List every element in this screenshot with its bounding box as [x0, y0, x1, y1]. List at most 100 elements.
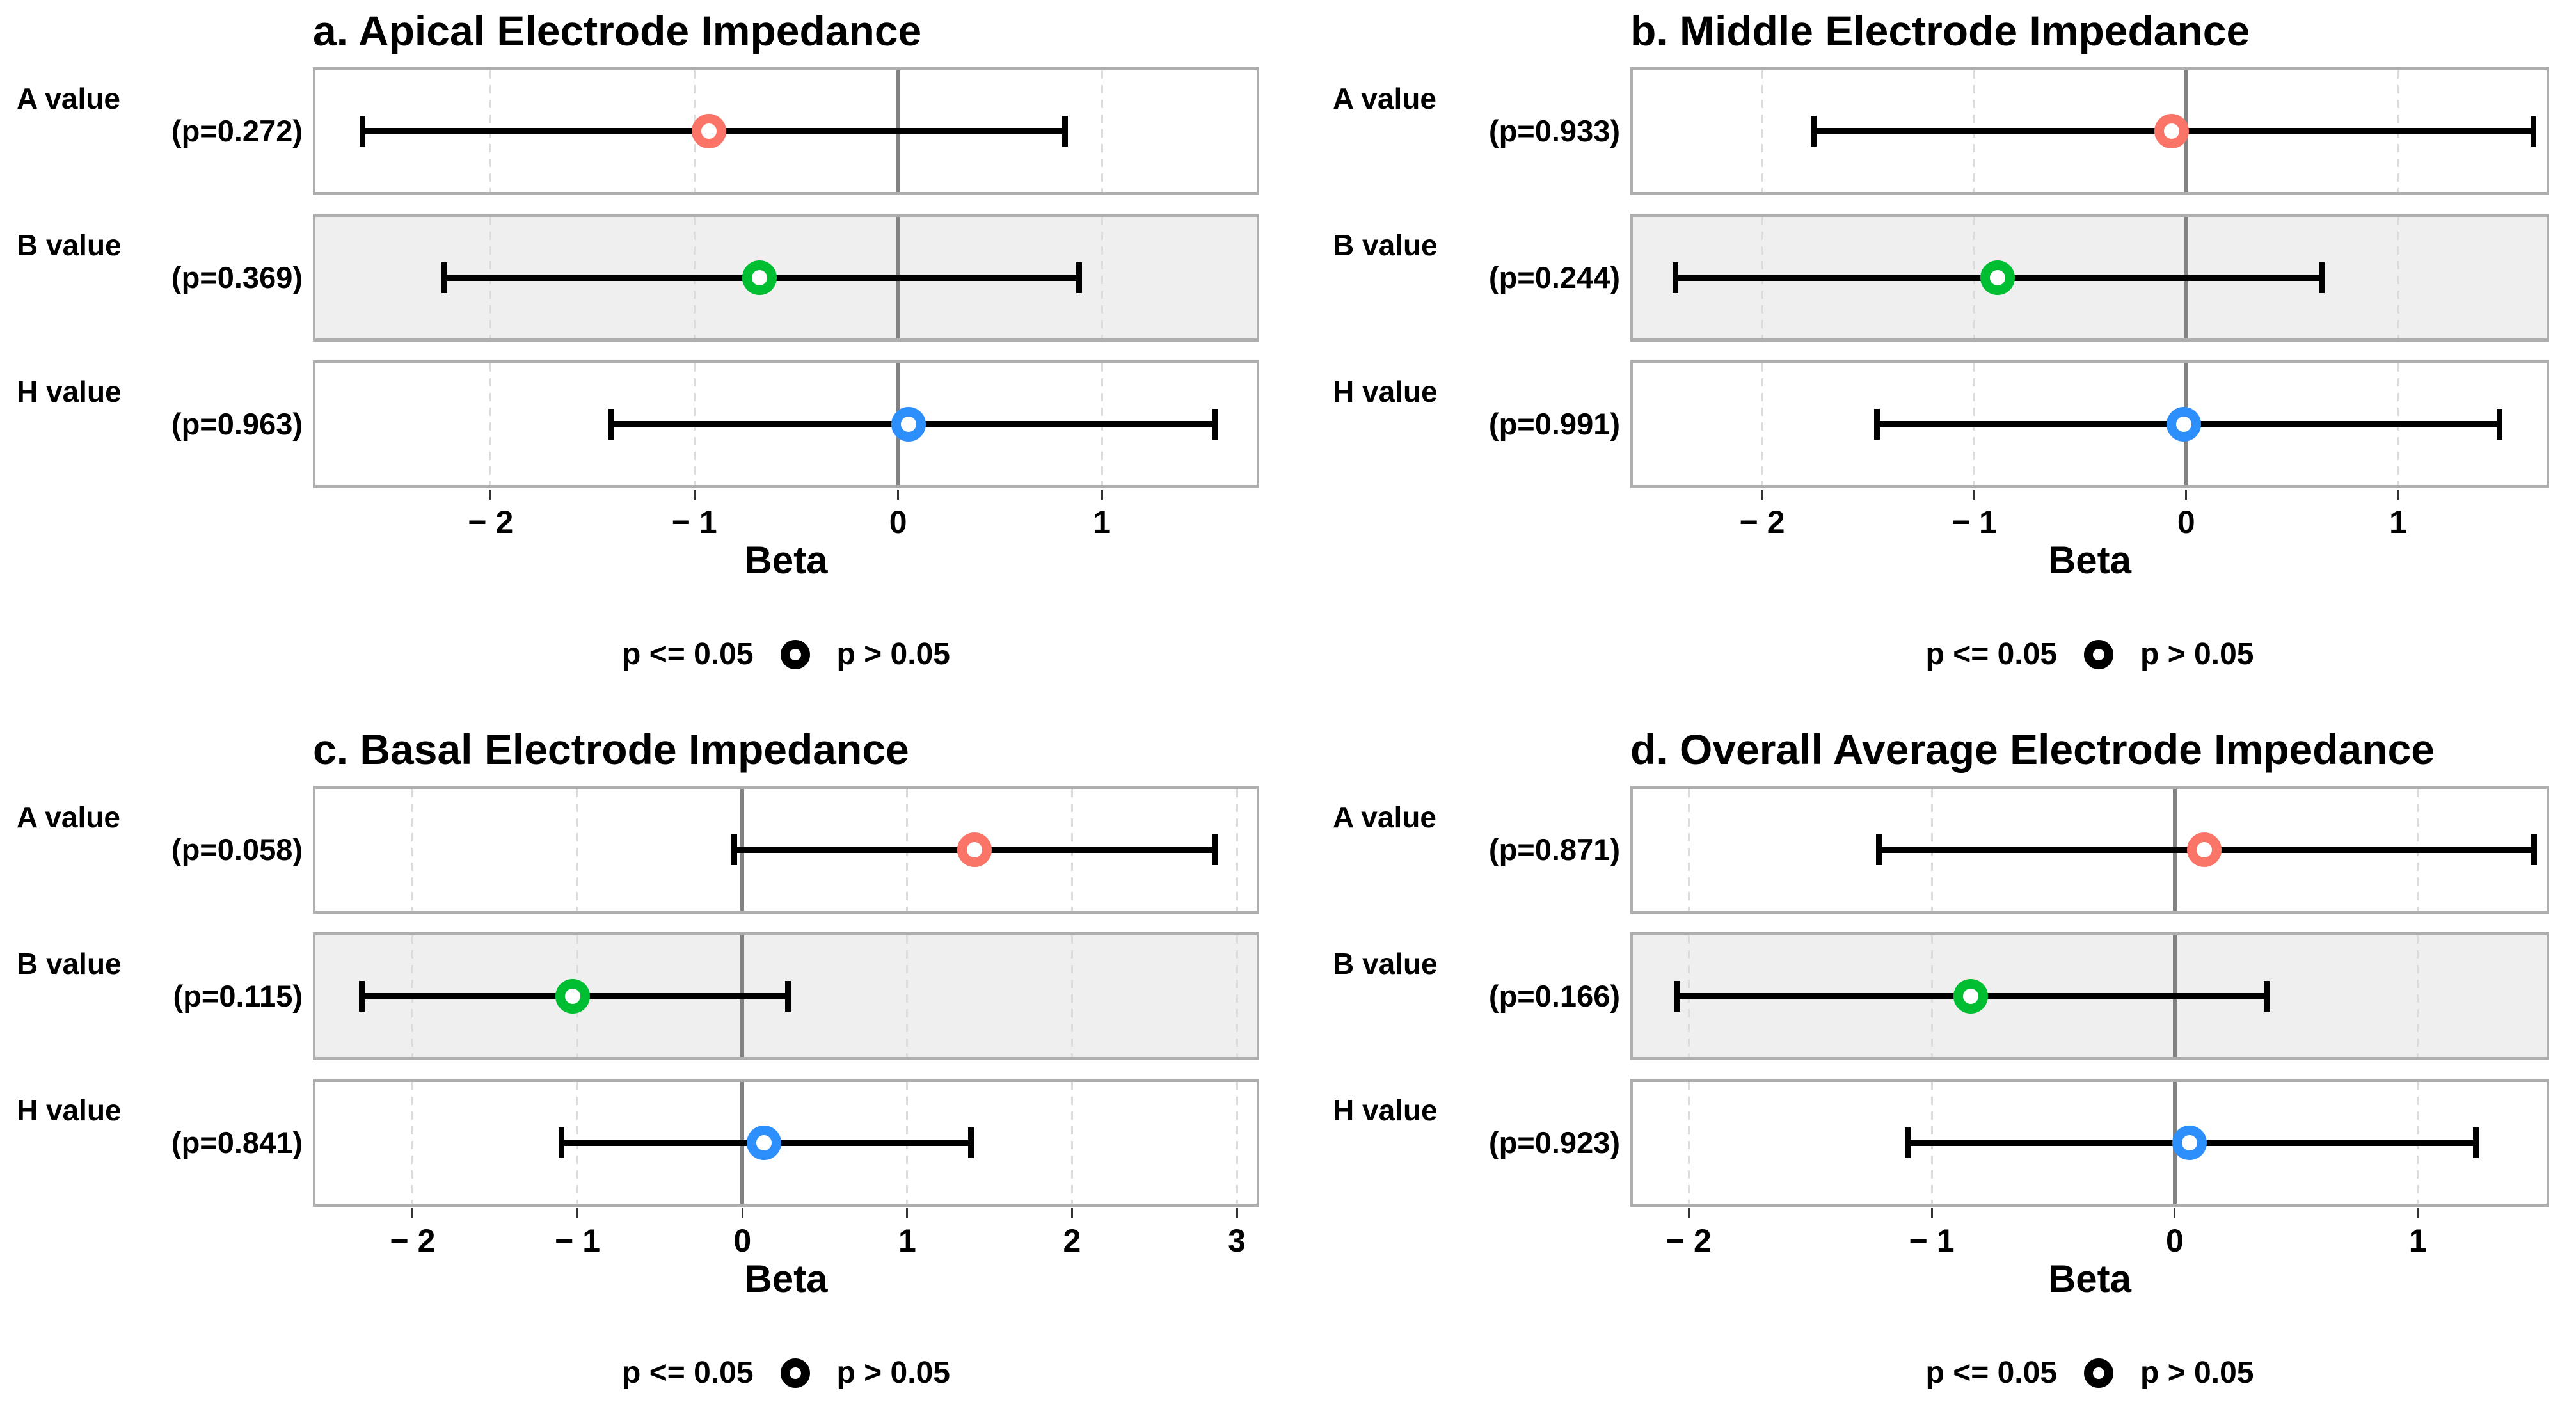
- open-circle-marker-icon: [2084, 639, 2114, 669]
- forest-row-panel: [1630, 932, 2549, 1060]
- ci-endcap-right: [1212, 409, 1219, 440]
- row-label: H value: [17, 1094, 122, 1127]
- ci-endcap-right: [2472, 1127, 2479, 1158]
- panel-d-overall-average-electrode-impedance: d. Overall Average Electrode Impedance B…: [1288, 704, 2576, 1409]
- forest-row-panel: [313, 932, 1259, 1060]
- axis-tick: [741, 1208, 743, 1218]
- ci-endcap-right: [2531, 116, 2537, 147]
- axis-tick: [2185, 490, 2188, 500]
- x-axis-label: Beta: [744, 1257, 828, 1300]
- panel-title: d. Overall Average Electrode Impedance: [1630, 726, 2435, 773]
- gridline: [1236, 1082, 1238, 1204]
- forest-row-panel: [1630, 360, 2549, 488]
- beta-point-marker: [2167, 407, 2202, 442]
- axis-tick-label: 1: [1093, 504, 1111, 540]
- row-label: B value: [1333, 228, 1438, 262]
- row-label: A value: [1333, 82, 1436, 115]
- axis-tick-label: 3: [1228, 1223, 1246, 1259]
- row-label: H value: [17, 375, 122, 408]
- x-axis-label: Beta: [744, 539, 828, 582]
- row-label: A value: [1333, 800, 1436, 834]
- panel-title: c. Basal Electrode Impedance: [313, 726, 909, 773]
- forest-row-panel: [313, 67, 1259, 195]
- ci-endcap-right: [2264, 981, 2270, 1012]
- gridline: [1101, 70, 1103, 192]
- p-value-label: (p=0.115): [173, 979, 303, 1013]
- row-label: H value: [1333, 1094, 1438, 1127]
- beta-point-marker: [2186, 832, 2222, 867]
- panel-b-middle-electrode-impedance: b. Middle Electrode Impedance Beta p <= …: [1288, 0, 2576, 704]
- axis-tick-label: − 1: [671, 504, 717, 540]
- axis-tick: [1236, 1208, 1238, 1218]
- ci-endcap-left: [1810, 116, 1817, 147]
- p-value-label: (p=0.963): [171, 407, 303, 441]
- ci-endcap-left: [359, 981, 365, 1012]
- open-circle-marker-icon: [2084, 1358, 2114, 1388]
- panel-c-basal-electrode-impedance: c. Basal Electrode Impedance Beta p <= 0…: [0, 704, 1288, 1409]
- p-value-label: (p=0.166): [1488, 979, 1620, 1013]
- panel-a-apical-electrode-impedance: a. Apical Electrode Impedance Beta p <= …: [0, 0, 1288, 704]
- gridline: [2417, 935, 2419, 1057]
- axis-tick: [1101, 490, 1103, 500]
- legend-label-nonsignificant: p > 0.05: [2140, 637, 2254, 671]
- axis-tick-label: 0: [889, 504, 907, 540]
- forest-row-panel: [313, 786, 1259, 914]
- axis-tick-label: 0: [2177, 504, 2195, 540]
- gridline: [1101, 217, 1103, 338]
- open-circle-marker-icon: [780, 639, 810, 669]
- beta-point-marker: [891, 407, 926, 442]
- gridline: [1236, 935, 1238, 1057]
- axis-tick: [1070, 1208, 1073, 1218]
- row-label: B value: [17, 228, 122, 262]
- ci-endcap-left: [1875, 834, 1882, 865]
- forest-row-panel: [1630, 67, 2549, 195]
- panel-title: a. Apical Electrode Impedance: [313, 7, 922, 54]
- beta-point-marker: [1953, 979, 1988, 1014]
- legend: p <= 0.05 p > 0.05: [1630, 1355, 2549, 1390]
- forest-row-panel: [313, 214, 1259, 342]
- gridline: [906, 935, 909, 1057]
- ci-endcap-right: [1061, 116, 1068, 147]
- axis-tick: [897, 490, 900, 500]
- forest-row-panel: [1630, 1079, 2549, 1207]
- axis-tick-label: 1: [898, 1223, 916, 1259]
- beta-point-marker: [957, 832, 992, 867]
- axis-tick: [576, 1208, 579, 1218]
- p-value-label: (p=0.933): [1488, 114, 1620, 148]
- gridline: [1070, 1082, 1073, 1204]
- axis-tick: [1930, 1208, 1933, 1218]
- ci-endcap-right: [2497, 409, 2503, 440]
- gridline: [1236, 789, 1238, 911]
- forest-row-panel: [313, 1079, 1259, 1207]
- gridline: [1761, 70, 1763, 192]
- gridline: [1761, 363, 1763, 485]
- ci-endcap-right: [785, 981, 791, 1012]
- ci-endcap-right: [2531, 834, 2537, 865]
- p-value-label: (p=0.923): [1488, 1126, 1620, 1159]
- ci-endcap-left: [360, 116, 366, 147]
- legend-label-nonsignificant: p > 0.05: [836, 1356, 950, 1390]
- legend: p <= 0.05 p > 0.05: [1630, 637, 2549, 672]
- axis-tick-label: − 2: [468, 504, 514, 540]
- p-value-label: (p=0.244): [1488, 260, 1620, 294]
- gridline: [411, 789, 414, 911]
- axis-tick-label: − 2: [1739, 504, 1785, 540]
- forest-row-panel: [1630, 786, 2549, 914]
- axis-tick-label: − 2: [1666, 1223, 1712, 1259]
- beta-point-marker: [742, 260, 777, 295]
- row-label: A value: [17, 82, 120, 115]
- axis-tick-label: − 2: [390, 1223, 436, 1259]
- ci-endcap-right: [1076, 262, 1082, 293]
- panel-title: b. Middle Electrode Impedance: [1630, 7, 2250, 54]
- ci-endcap-left: [1673, 262, 1679, 293]
- axis-tick-label: − 1: [555, 1223, 601, 1259]
- ci-endcap-left: [1874, 409, 1880, 440]
- axis-tick-label: 0: [733, 1223, 752, 1259]
- axis-tick: [693, 490, 696, 500]
- axis-tick-label: 2: [1063, 1223, 1081, 1259]
- row-label: B value: [1333, 947, 1438, 980]
- legend: p <= 0.05 p > 0.05: [313, 637, 1259, 672]
- beta-point-marker: [691, 114, 726, 148]
- axis-tick-label: 0: [2166, 1223, 2184, 1259]
